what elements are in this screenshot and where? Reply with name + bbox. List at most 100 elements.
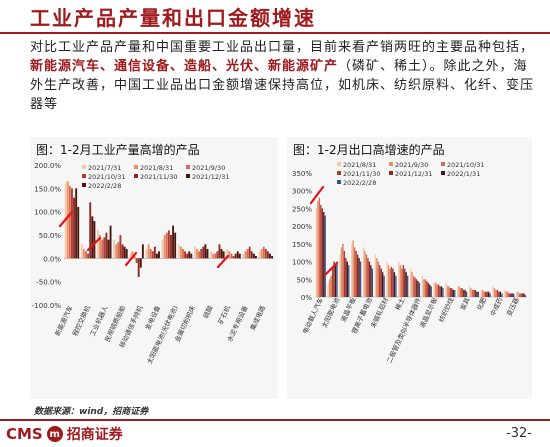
legend-swatch (186, 165, 190, 169)
bar (117, 242, 120, 259)
logo-company-name: 招商证券 (66, 427, 123, 443)
bar (198, 251, 201, 259)
page-number: -32- (506, 426, 532, 441)
bar (364, 250, 366, 297)
bar (167, 230, 170, 259)
bar (376, 258, 378, 297)
bar (260, 249, 263, 259)
bar (449, 288, 452, 297)
bar (507, 291, 509, 297)
bar (362, 247, 365, 297)
title-underline (0, 32, 550, 34)
y-tick-label: 100% (292, 259, 312, 267)
bar (496, 289, 499, 297)
bar (330, 275, 332, 297)
bar (482, 289, 484, 297)
bar (442, 288, 444, 297)
x-tick-label: 中成药 (488, 296, 505, 318)
legend-label: 2021/10/31 (447, 161, 484, 169)
bar (103, 237, 106, 259)
bar (433, 282, 435, 297)
bar (327, 282, 329, 297)
bar (407, 275, 409, 297)
y-tick-label: -50.0% (36, 279, 61, 287)
paragraph-highlight: 新能源汽车、通信设备、造船、光伏、新能源矿产 (30, 59, 339, 74)
bar (480, 289, 482, 297)
bar (315, 208, 318, 297)
bar (377, 261, 379, 297)
bar (485, 291, 487, 297)
bar (212, 253, 215, 259)
legend-swatch (134, 174, 138, 178)
legend-label: 2022/2/28 (88, 182, 121, 190)
y-tick-label: 300% (292, 188, 312, 196)
bar (498, 291, 500, 297)
x-tick-label: 纺织纱线 (436, 296, 455, 324)
legend-label: 2021/8/31 (343, 161, 376, 169)
y-tick-label: 100.0% (34, 209, 61, 217)
legend-label: 2021/9/30 (395, 161, 428, 169)
bar (414, 277, 416, 297)
bar (445, 282, 447, 297)
bar (153, 246, 156, 259)
bar (508, 293, 510, 297)
bar (82, 249, 85, 259)
bar (129, 253, 132, 259)
bar (383, 275, 385, 297)
bar (202, 246, 205, 259)
bar (483, 291, 485, 297)
bar (184, 251, 186, 259)
bar (367, 258, 369, 297)
bar (113, 239, 116, 259)
bar (333, 261, 335, 297)
bar (328, 279, 331, 297)
y-tick-label: -100.0% (32, 302, 62, 310)
legend-swatch (82, 183, 86, 187)
bar (417, 281, 419, 297)
bar (524, 295, 527, 297)
bar (147, 244, 150, 259)
bar (387, 265, 390, 297)
bar (244, 251, 247, 259)
bar (424, 279, 427, 297)
bar (448, 286, 450, 297)
bar (518, 293, 521, 297)
bar (186, 253, 189, 259)
bar (343, 250, 346, 297)
bar (172, 225, 175, 259)
x-tick-label: 液晶平板 (338, 296, 357, 324)
bar (170, 235, 172, 259)
bar (405, 272, 407, 297)
legend-label: 2022/1/31 (447, 170, 480, 178)
bar (242, 253, 245, 259)
bar (493, 288, 496, 297)
bar (398, 261, 400, 297)
bar (368, 261, 371, 297)
bar (460, 288, 462, 297)
bar (365, 254, 368, 297)
bar (440, 286, 443, 297)
bar (429, 284, 431, 297)
paragraph-text-2: （磷矿、稀土）。除此之外，海外生产改善，中国工业品出口金额增速保持高位，如机床、… (30, 59, 535, 112)
bar (392, 268, 394, 297)
bar (415, 279, 418, 297)
bar (476, 291, 478, 297)
bar (523, 293, 525, 297)
y-tick-label: 150% (292, 241, 312, 249)
bar (505, 291, 507, 297)
bar (196, 249, 198, 259)
highlight-mark (216, 254, 230, 269)
bar (236, 251, 239, 259)
bar (336, 261, 338, 297)
bar (446, 286, 449, 297)
bar (158, 251, 160, 259)
bar (423, 279, 425, 297)
bar (77, 207, 80, 259)
bar (93, 221, 96, 259)
x-tick-label: 变压器 (504, 296, 521, 318)
legend-swatch (186, 174, 190, 178)
bar (334, 265, 337, 297)
bar (200, 249, 203, 259)
bar (454, 289, 456, 297)
bar (426, 281, 428, 297)
